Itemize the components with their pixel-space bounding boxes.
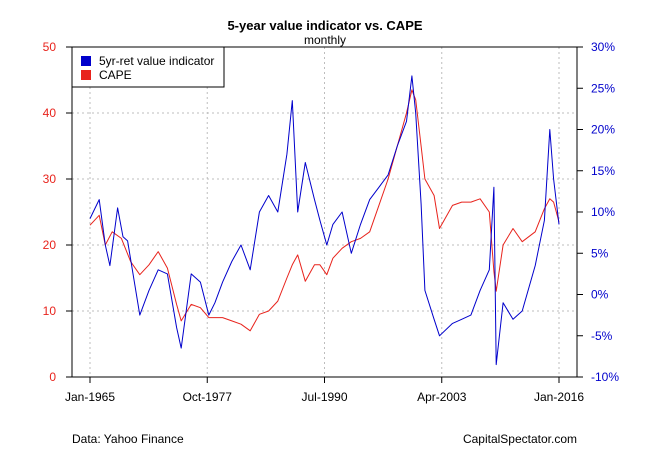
legend-swatch-value-indicator bbox=[81, 56, 91, 66]
left-tick-label: 20 bbox=[43, 238, 57, 252]
chart-title: 5-year value indicator vs. CAPE bbox=[227, 18, 422, 33]
right-tick-label: 0% bbox=[591, 288, 609, 302]
x-tick-label: Jul-1990 bbox=[301, 390, 347, 404]
left-tick-label: 0 bbox=[49, 370, 56, 384]
x-tick-label: Oct-1977 bbox=[183, 390, 233, 404]
right-tick-label: 15% bbox=[591, 164, 615, 178]
x-tick-label: Apr-2003 bbox=[417, 390, 467, 404]
right-tick-label: -10% bbox=[591, 370, 619, 384]
series-line-value-indicator bbox=[89, 75, 560, 366]
x-tick-label: Jan-1965 bbox=[65, 390, 115, 404]
legend: 5yr-ret value indicator CAPE bbox=[71, 46, 225, 88]
left-tick-label: 50 bbox=[43, 40, 57, 54]
series-line-cape bbox=[89, 89, 560, 332]
right-tick-label: 5% bbox=[591, 246, 609, 260]
right-tick-label: -5% bbox=[591, 329, 613, 343]
right-tick-label: 25% bbox=[591, 81, 615, 95]
right-tick-label: 30% bbox=[591, 40, 615, 54]
series-lines bbox=[89, 75, 560, 366]
left-tick-label: 40 bbox=[43, 106, 57, 120]
left-tick-label: 30 bbox=[43, 172, 57, 186]
footer-credit: CapitalSpectator.com bbox=[462, 432, 577, 446]
grid bbox=[72, 47, 577, 377]
legend-label-cape: CAPE bbox=[99, 68, 132, 82]
right-tick-label: 20% bbox=[591, 123, 615, 137]
x-tick-label: Jan-2016 bbox=[534, 390, 584, 404]
footer-source: Data: Yahoo Finance bbox=[72, 432, 184, 446]
legend-label-value-indicator: 5yr-ret value indicator bbox=[99, 54, 214, 68]
legend-swatch-cape bbox=[81, 70, 91, 80]
right-tick-label: 10% bbox=[591, 205, 615, 219]
chart-subtitle: monthly bbox=[304, 33, 346, 47]
left-tick-label: 10 bbox=[43, 304, 57, 318]
axes: Jan-1965 Oct-1977 Jul-1990 Apr-2003 Jan-2016… bbox=[43, 40, 620, 404]
legend-box bbox=[71, 46, 225, 88]
